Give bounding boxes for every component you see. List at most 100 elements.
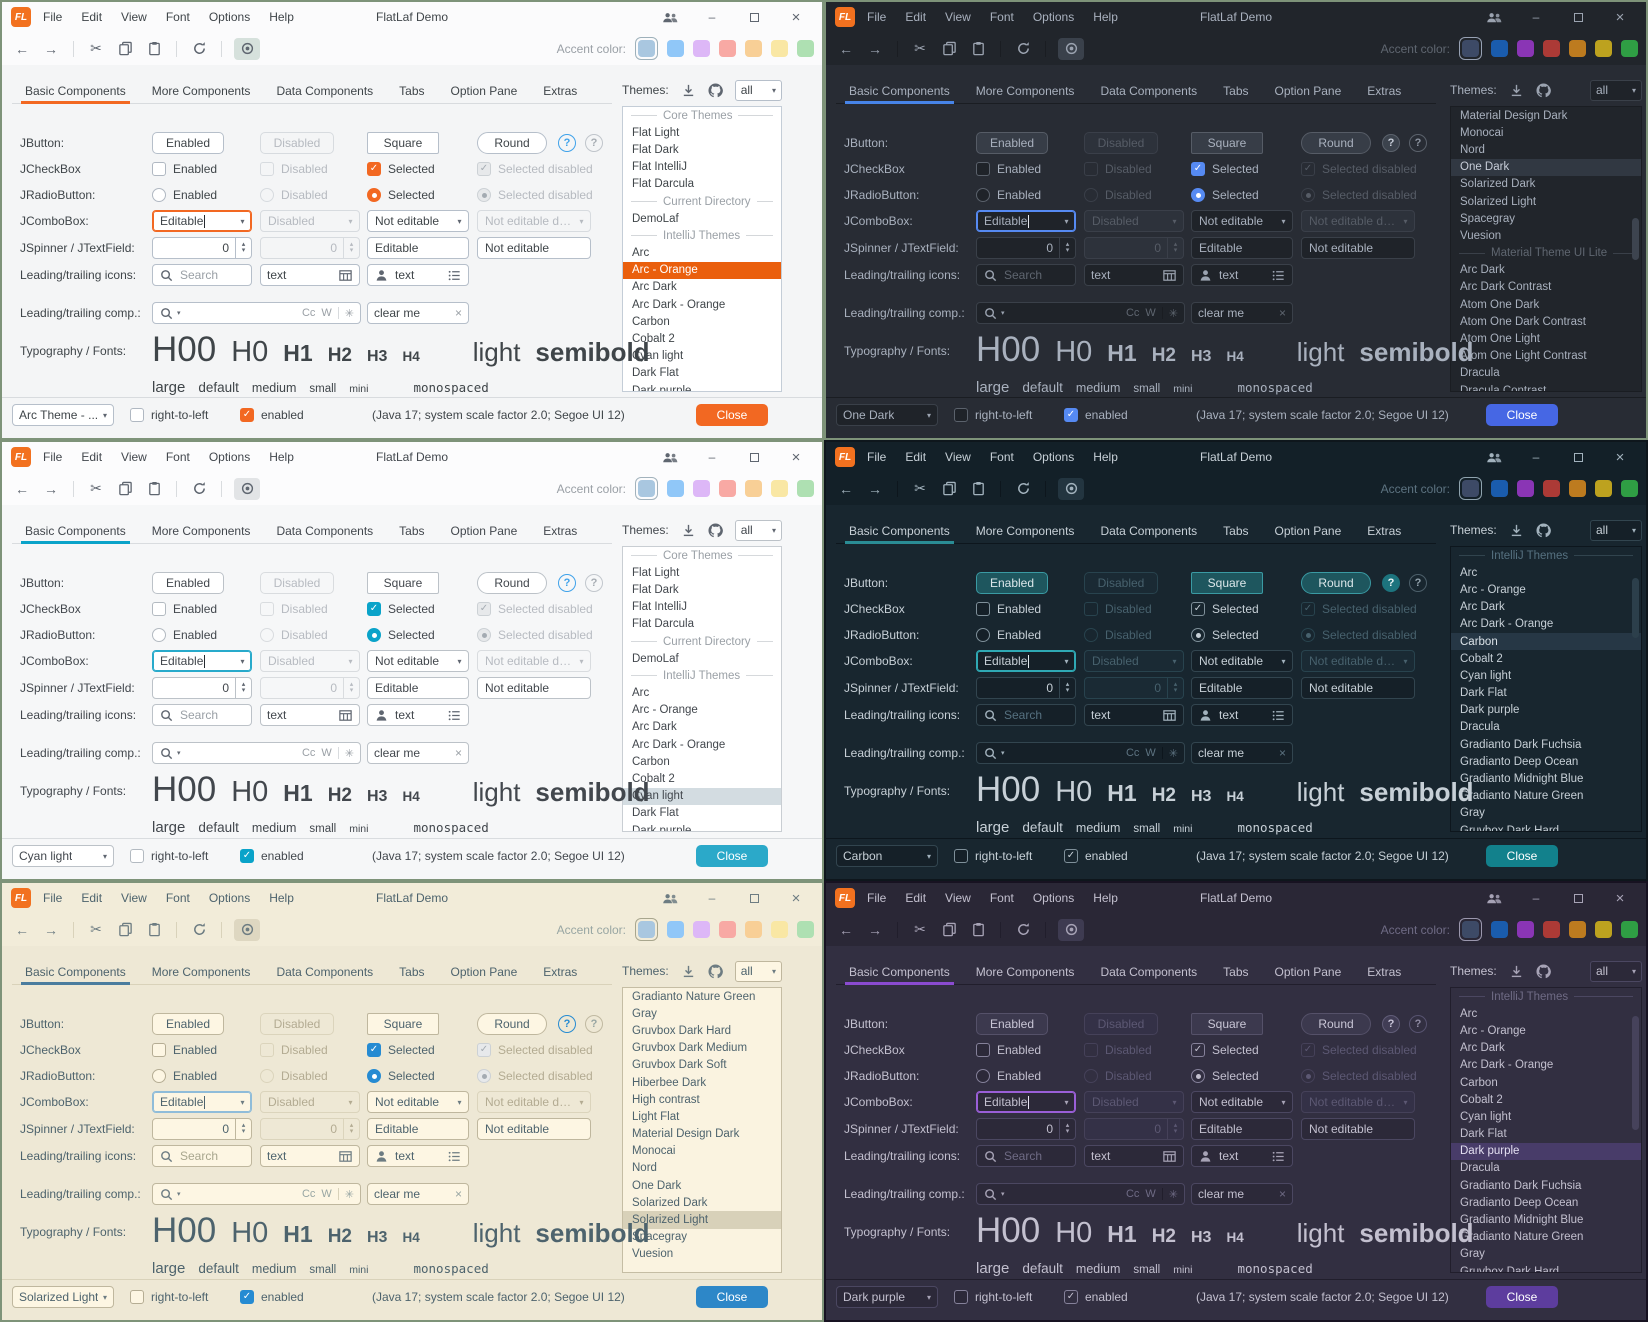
theme-list-item[interactable]: Arc [632,687,650,700]
checkbox-enabled[interactable]: Enabled [976,1039,1041,1061]
search-field-with-options[interactable]: ▾ Cc W ✳ [152,302,361,324]
back-button[interactable]: ← [839,480,853,497]
spinner-arrows[interactable]: ▴ ▾ [1059,238,1075,258]
github-icon[interactable] [708,82,723,98]
textfield-editable[interactable]: Editable [367,237,469,259]
accent-swatch-3[interactable] [719,40,736,57]
cut-button[interactable]: ✂ [914,40,926,56]
copy-button[interactable] [939,919,959,941]
spinner[interactable]: 0 ▴ ▾ [976,677,1076,699]
accent-swatch-0[interactable] [1462,40,1479,57]
square-button[interactable]: Square [1191,132,1263,154]
maximize-button[interactable] [1570,890,1586,906]
theme-list-item[interactable]: Spacegray [1460,212,1515,225]
tab-data-components[interactable]: Data Components [276,964,374,979]
theme-list-item[interactable]: Solarized Dark [632,1196,708,1209]
round-button[interactable]: Round [1301,1013,1371,1035]
theme-list-item[interactable]: Gruvbox Dark Hard [632,1024,732,1037]
text-input-with-table-icon[interactable]: text [260,1145,360,1167]
textfield-editable[interactable]: Editable [1191,677,1293,699]
maximize-button[interactable] [746,890,762,906]
theme-list-item[interactable]: Gradianto Dark Fuchsia [1460,738,1582,751]
theme-list-item[interactable]: Dark Flat [1460,687,1507,700]
menu-file[interactable]: File [867,450,887,464]
chevron-down-icon[interactable]: ▾ [177,750,181,757]
theme-list-item[interactable]: Material Design Dark [1460,109,1568,122]
theme-list-item[interactable]: Arc - Orange [632,704,698,717]
checkbox-enabled[interactable]: Enabled [152,598,217,620]
github-icon[interactable] [708,963,723,979]
radio-enabled[interactable]: Enabled [152,1065,217,1087]
theme-list-item[interactable]: Flat Dark [632,583,679,596]
menu-font[interactable]: Font [989,891,1014,905]
cut-button[interactable]: ✂ [90,480,102,496]
theme-list-item[interactable]: Flat Light [632,566,680,579]
chevron-down-icon[interactable]: ▾ [1281,216,1286,226]
accent-swatch-4[interactable] [745,921,762,938]
combobox-not-editable[interactable]: Not editable ▾ [1191,1091,1293,1113]
search-input[interactable]: Search [976,264,1076,286]
theme-list-item[interactable]: Arc [1460,566,1478,579]
text-input-with-table-icon[interactable]: text [1084,704,1184,726]
combobox-editable[interactable]: Editable ▾ [152,210,252,232]
accent-swatch-6[interactable] [797,921,814,938]
theme-list-item[interactable]: Dark purple [1460,704,1520,717]
theme-list-item[interactable]: Arc Dark - Orange [632,298,726,311]
back-button[interactable]: ← [15,40,29,57]
enabled-checkbox[interactable]: ✓ enabled [1064,404,1128,426]
textfield-editable[interactable]: Editable [367,1118,469,1140]
refresh-button[interactable] [189,919,209,941]
theme-list-item[interactable]: Gruvbox Dark Hard [1460,1265,1560,1273]
theme-list-item[interactable]: Arc Dark [632,281,677,294]
theme-list-item[interactable]: Solarized Dark [1460,178,1536,191]
close-button[interactable]: Close [696,404,768,426]
forward-button[interactable]: → [868,480,882,497]
accent-swatch-6[interactable] [1621,480,1638,497]
combobox-editable[interactable]: Editable ▾ [976,1091,1076,1113]
search-field-with-options[interactable]: ▾ Cc W ✳ [976,302,1185,324]
menu-font[interactable]: Font [165,10,190,24]
search-input[interactable]: Search [152,1145,252,1167]
theme-list-item[interactable]: Gray [1460,807,1485,820]
enabled-checkbox[interactable]: ✓ enabled [240,1286,304,1308]
square-button[interactable]: Square [1191,1013,1263,1035]
theme-list-item[interactable]: Vuesion [1460,229,1502,242]
radio-selected[interactable]: Selected [1191,184,1259,206]
chevron-down-icon[interactable]: ▾ [240,216,245,226]
accent-swatch-6[interactable] [797,40,814,57]
refresh-button[interactable] [1013,919,1033,941]
regex-toggle[interactable]: ✳ [344,747,354,760]
accent-swatch-0[interactable] [638,921,655,938]
checkbox-selected[interactable]: ✓ Selected [1191,1039,1259,1061]
chevron-down-icon[interactable]: ▾ [1001,1191,1005,1198]
search-input[interactable]: Search [152,704,252,726]
tab-option-pane[interactable]: Option Pane [1274,523,1342,538]
menu-edit[interactable]: Edit [905,10,927,24]
theme-dropdown[interactable]: Carbon ▾ [836,845,938,867]
text-input-with-user-icon[interactable]: text [367,264,469,286]
theme-list-item[interactable]: Carbon [1451,632,1641,651]
theme-list-item[interactable]: Monocai [1460,126,1504,139]
theme-list-item[interactable]: Dark purple [632,384,692,392]
spinner[interactable]: 0 ▴ ▾ [976,237,1076,259]
textfield-editable[interactable]: Editable [1191,237,1293,259]
list-icon[interactable] [447,708,462,723]
accent-swatch-3[interactable] [719,480,736,497]
checkbox-selected[interactable]: ✓ Selected [367,598,435,620]
help-button-secondary[interactable]: ? [585,1015,603,1033]
accent-swatch-6[interactable] [1621,921,1638,938]
theme-list-item[interactable]: Monocai [632,1145,676,1158]
regex-toggle[interactable]: ✳ [1168,1188,1178,1201]
theme-list-item[interactable]: Arc Dark [1460,601,1505,614]
menu-view[interactable]: View [945,10,971,24]
chevron-down-icon[interactable]: ▾ [240,656,245,666]
radio-selected[interactable]: Selected [1191,1065,1259,1087]
theme-list-item[interactable]: Dracula Contrast [1460,384,1547,392]
enabled-button[interactable]: Enabled [976,572,1048,594]
accent-swatch-3[interactable] [1543,921,1560,938]
match-case-toggle[interactable]: Cc [1125,307,1140,319]
cut-button[interactable]: ✂ [914,480,926,496]
tab-more-components[interactable]: More Components [151,964,251,979]
theme-dropdown[interactable]: Solarized Light ▾ [12,1286,114,1308]
minimize-button[interactable]: – [1532,10,1540,24]
